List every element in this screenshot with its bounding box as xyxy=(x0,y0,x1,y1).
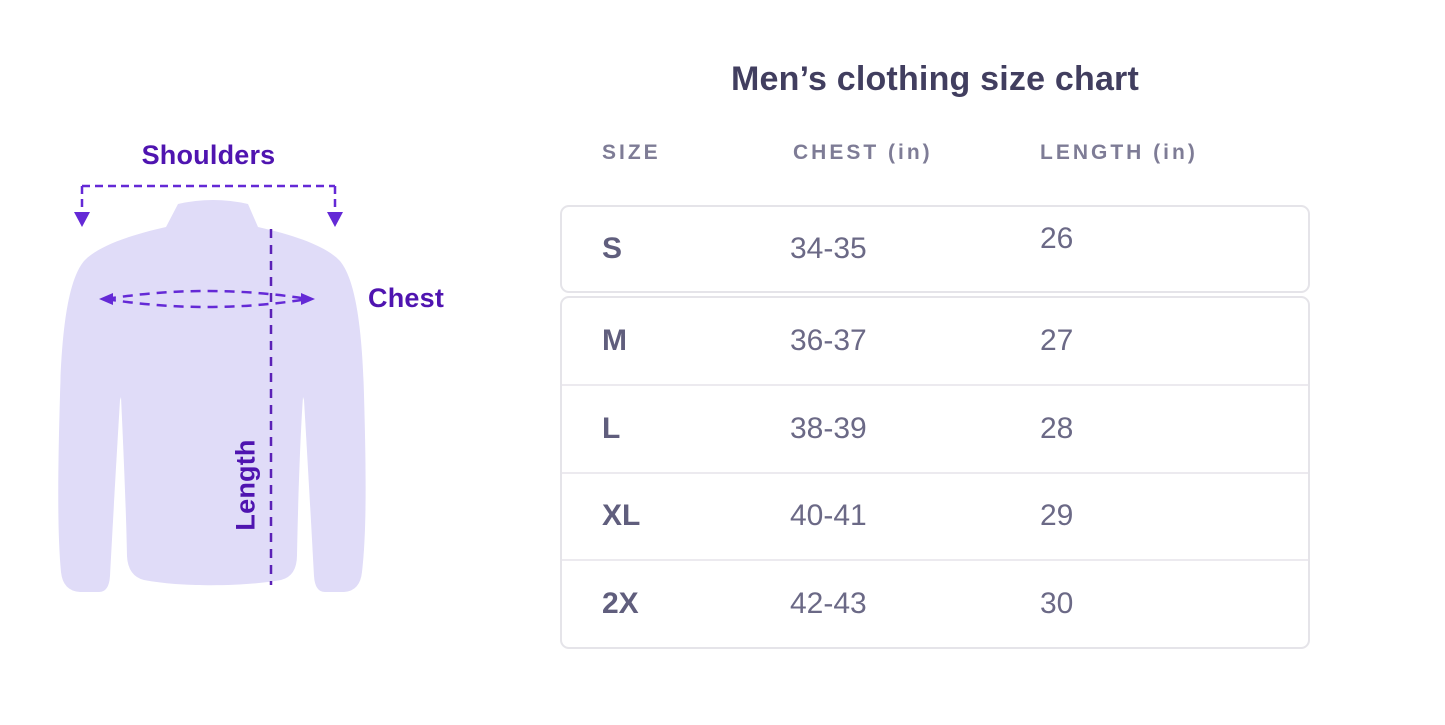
column-header-size: SIZE xyxy=(602,141,661,164)
length-value: 29 xyxy=(1040,499,1074,533)
chest-value: 42-43 xyxy=(790,587,867,621)
length-value: 28 xyxy=(1040,411,1074,445)
size-value: M xyxy=(602,323,627,357)
table-row: S 34-35 26 xyxy=(562,207,1308,291)
length-value: 27 xyxy=(1040,323,1074,357)
table-row: 2X 42-43 30 xyxy=(562,559,1308,647)
table-header-row: SIZE CHEST (in) LENGTH (in) xyxy=(560,141,1310,167)
column-header-length: LENGTH (in) xyxy=(1040,141,1198,164)
shoulders-label: Shoulders xyxy=(141,140,276,170)
shoulders-measure-arrows xyxy=(80,184,337,212)
size-chart-panel: Men’s clothing size chart SIZE CHEST (in… xyxy=(560,0,1310,725)
table-row: L 38-39 28 xyxy=(562,383,1308,472)
chest-value: 34-35 xyxy=(790,232,867,265)
page-title: Men’s clothing size chart xyxy=(730,60,1140,98)
size-value: 2X xyxy=(602,587,639,621)
table-box-first: S 34-35 26 xyxy=(560,205,1310,293)
size-value: L xyxy=(602,411,621,445)
chest-arrowheads xyxy=(99,293,315,305)
size-value: S xyxy=(602,232,623,265)
chest-value: 40-41 xyxy=(790,499,867,533)
chest-value: 38-39 xyxy=(790,411,867,445)
chest-measure-ellipse xyxy=(105,289,309,309)
table-box-rest: M 36-37 27 L 38-39 28 XL 40-41 29 2X 42-… xyxy=(560,296,1310,649)
shirt-diagram-svg xyxy=(58,184,366,592)
shirt-silhouette xyxy=(58,200,366,592)
chest-value: 36-37 xyxy=(790,323,867,357)
table-row: XL 40-41 29 xyxy=(562,471,1308,560)
chest-label: Chest xyxy=(368,283,445,313)
length-value: 26 xyxy=(1040,222,1074,255)
shirt-measurement-diagram: Shoulders Chest Length xyxy=(0,0,500,725)
length-label: Length xyxy=(230,439,261,531)
table-row: M 36-37 27 xyxy=(562,298,1308,384)
size-value: XL xyxy=(602,499,641,533)
shoulders-arrowheads xyxy=(74,212,343,227)
column-header-chest: CHEST (in) xyxy=(793,141,933,164)
length-value: 30 xyxy=(1040,587,1074,621)
